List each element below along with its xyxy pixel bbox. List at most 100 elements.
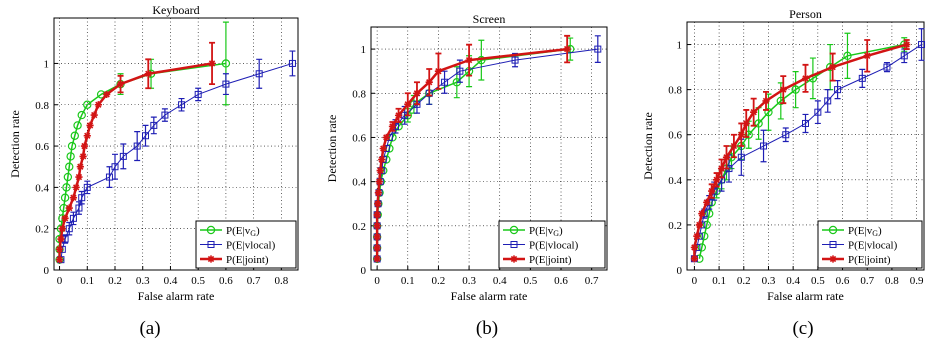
legend-marker bbox=[510, 241, 518, 248]
error-bar bbox=[112, 153, 118, 180]
data-point bbox=[379, 144, 387, 153]
legend-marker bbox=[829, 255, 837, 263]
data-point bbox=[194, 90, 202, 98]
x-tick-label: 0 bbox=[374, 275, 380, 287]
y-tick-label: 0.4 bbox=[668, 175, 682, 187]
data-point bbox=[374, 200, 382, 208]
data-point bbox=[465, 56, 473, 64]
data-point bbox=[456, 67, 464, 75]
chart-panel-screen: 0 0.1 0.2 0.3 0.4 0.5 0.6 0.7 0 0.2 0.4 0.6 0.8 1 Scre… bbox=[325, 12, 608, 339]
data-point bbox=[373, 233, 381, 241]
data-point bbox=[434, 67, 443, 75]
y-tick-label: 0.4 bbox=[35, 182, 49, 194]
data-point bbox=[903, 40, 911, 49]
data-point bbox=[563, 45, 571, 53]
data-point bbox=[690, 255, 699, 263]
data-point bbox=[75, 204, 83, 212]
data-point bbox=[61, 214, 69, 222]
error-bar bbox=[106, 166, 113, 188]
data-point bbox=[713, 176, 721, 184]
data-point bbox=[511, 56, 519, 64]
data-point bbox=[111, 163, 119, 171]
data-point bbox=[62, 183, 71, 192]
legend-marker bbox=[206, 225, 216, 235]
data-point bbox=[374, 189, 382, 197]
x-tick-label: 0.4 bbox=[164, 275, 178, 287]
x-tick-label: 0.8 bbox=[274, 275, 288, 287]
data-point bbox=[94, 101, 102, 109]
legend-label: P(E|vlocal) bbox=[529, 240, 579, 252]
series-joint bbox=[690, 39, 911, 263]
data-point bbox=[695, 221, 703, 229]
x-tick-label: 0.3 bbox=[136, 275, 150, 287]
legend-marker bbox=[207, 241, 215, 248]
error-bar bbox=[859, 68, 866, 88]
legend-entry: P(E|vG) bbox=[503, 225, 563, 238]
x-tick-label: 0.4 bbox=[786, 275, 800, 287]
data-point bbox=[133, 142, 141, 150]
data-point bbox=[801, 74, 810, 82]
error-bar bbox=[150, 116, 157, 135]
legend-entry: P(E|vG) bbox=[822, 225, 882, 238]
x-tick-label: 0.9 bbox=[910, 275, 924, 287]
data-point bbox=[779, 86, 787, 94]
data-point bbox=[382, 133, 390, 142]
error-bar bbox=[809, 57, 816, 100]
legend-entry: P(E|vG) bbox=[200, 225, 260, 238]
data-point bbox=[388, 122, 397, 131]
data-point bbox=[814, 108, 822, 116]
y-tick-label: 0.6 bbox=[35, 141, 49, 153]
data-point bbox=[65, 204, 73, 212]
data-point bbox=[288, 59, 296, 67]
error-bar bbox=[918, 28, 925, 61]
x-tick-label: 0.6 bbox=[219, 275, 233, 287]
error-bar bbox=[66, 221, 73, 236]
error-bar bbox=[222, 73, 229, 96]
data-point bbox=[708, 187, 716, 195]
x-tick-label: 0.1 bbox=[80, 275, 94, 287]
data-point bbox=[760, 142, 768, 150]
y-tick-label: 0.8 bbox=[35, 100, 49, 112]
legend-marker bbox=[829, 241, 837, 248]
data-point bbox=[83, 183, 91, 191]
data-point bbox=[373, 244, 381, 252]
x-axis-label: False alarm rate bbox=[451, 289, 528, 303]
error-bar bbox=[844, 32, 851, 79]
error-bar bbox=[195, 87, 202, 102]
data-point bbox=[378, 155, 386, 164]
error-bar bbox=[824, 89, 831, 113]
error-bar bbox=[814, 100, 821, 125]
x-tick-label: 0.5 bbox=[191, 275, 205, 287]
y-tick-label: 0.2 bbox=[668, 220, 682, 232]
error-bar bbox=[289, 50, 296, 77]
data-point bbox=[698, 210, 706, 218]
legend-marker bbox=[828, 225, 838, 235]
error-bar bbox=[594, 35, 601, 63]
data-point bbox=[86, 121, 94, 130]
legend-marker bbox=[207, 255, 215, 263]
data-point bbox=[119, 152, 127, 160]
data-point bbox=[700, 231, 709, 241]
data-point bbox=[376, 166, 384, 175]
data-point bbox=[178, 101, 186, 109]
data-point bbox=[208, 59, 216, 68]
data-point bbox=[142, 132, 149, 140]
data-point bbox=[843, 51, 852, 61]
y-tick-label: 1 bbox=[44, 58, 50, 70]
data-point bbox=[58, 225, 66, 233]
data-point bbox=[737, 131, 745, 139]
legend-entry: P(E|joint) bbox=[200, 254, 269, 266]
x-tick-label: 0.2 bbox=[737, 275, 751, 287]
chart-title: Screen bbox=[473, 12, 506, 26]
data-point bbox=[90, 111, 98, 119]
data-point bbox=[161, 111, 169, 119]
x-tick-label: 0.7 bbox=[247, 275, 261, 287]
legend-label: P(E|vlocal) bbox=[226, 240, 276, 252]
x-tick-label: 0.2 bbox=[108, 275, 122, 287]
legend: P(E|vG) P(E|vlocal) P(E|joint) bbox=[498, 220, 606, 269]
error-bar bbox=[84, 180, 91, 195]
data-point bbox=[63, 172, 73, 182]
legend-label: P(E|vG) bbox=[226, 225, 260, 238]
error-bar bbox=[256, 58, 263, 89]
